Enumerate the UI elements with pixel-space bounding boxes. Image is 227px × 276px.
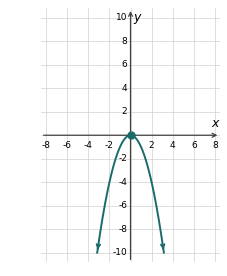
Text: 4: 4 (170, 141, 175, 150)
Text: 6: 6 (122, 60, 127, 69)
Text: -4: -4 (118, 178, 127, 187)
Text: y: y (133, 11, 141, 24)
Text: 2: 2 (122, 107, 127, 116)
Text: -10: -10 (113, 248, 127, 257)
Point (129, 133, 132, 137)
Text: -2: -2 (118, 154, 127, 163)
Text: 8: 8 (122, 37, 127, 46)
Text: 2: 2 (149, 141, 154, 150)
Text: -8: -8 (118, 225, 127, 234)
Text: -8: -8 (42, 141, 51, 150)
Text: 4: 4 (122, 84, 127, 93)
Text: 6: 6 (191, 141, 197, 150)
Text: -4: -4 (84, 141, 93, 150)
Text: 8: 8 (212, 141, 218, 150)
Text: -6: -6 (63, 141, 72, 150)
Text: 10: 10 (116, 13, 127, 22)
Text: -6: -6 (118, 201, 127, 210)
Text: x: x (212, 117, 219, 130)
Text: -2: -2 (105, 141, 114, 150)
